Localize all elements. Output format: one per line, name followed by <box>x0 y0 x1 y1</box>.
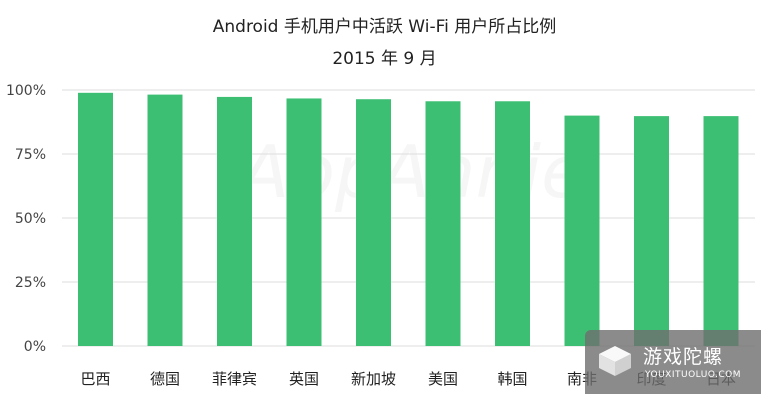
bar <box>634 116 669 346</box>
y-axis-ticks: 0% 25% 50% 75% 100% <box>6 83 46 355</box>
x-category-label: 德国 <box>150 370 180 388</box>
y-tick-label: 75% <box>15 147 46 163</box>
bar <box>564 115 600 346</box>
watermark-cn-text: 游戏陀螺 <box>643 346 724 368</box>
x-category-label: 菲律宾 <box>212 370 257 388</box>
bar <box>217 96 252 346</box>
bar <box>356 99 391 346</box>
chart-subtitle: 2015 年 9 月 <box>332 49 437 69</box>
bars <box>78 92 739 346</box>
watermark-en-text: YOUXITUOLUO.COM <box>645 370 742 380</box>
y-tick-label: 100% <box>6 83 46 99</box>
bar <box>495 101 530 346</box>
x-category-label: 巴西 <box>80 370 110 388</box>
x-category-label: 韩国 <box>497 370 527 388</box>
y-tick-label: 0% <box>24 339 46 355</box>
gyroscope-logo-icon <box>599 346 631 376</box>
x-category-label: 英国 <box>289 370 319 388</box>
y-tick-label: 50% <box>15 211 46 227</box>
bar <box>147 94 183 346</box>
bar <box>286 98 322 346</box>
bar <box>78 92 113 346</box>
bar <box>425 101 461 346</box>
y-tick-label: 25% <box>15 275 46 291</box>
x-category-label: 新加坡 <box>351 370 396 388</box>
x-category-label: 美国 <box>428 370 458 388</box>
youxituoluo-watermark: 游戏陀螺 YOUXITUOLUO.COM <box>585 330 761 394</box>
bar <box>703 116 739 346</box>
chart-title: Android 手机用户中活跃 Wi-Fi 用户所占比例 <box>212 17 557 37</box>
